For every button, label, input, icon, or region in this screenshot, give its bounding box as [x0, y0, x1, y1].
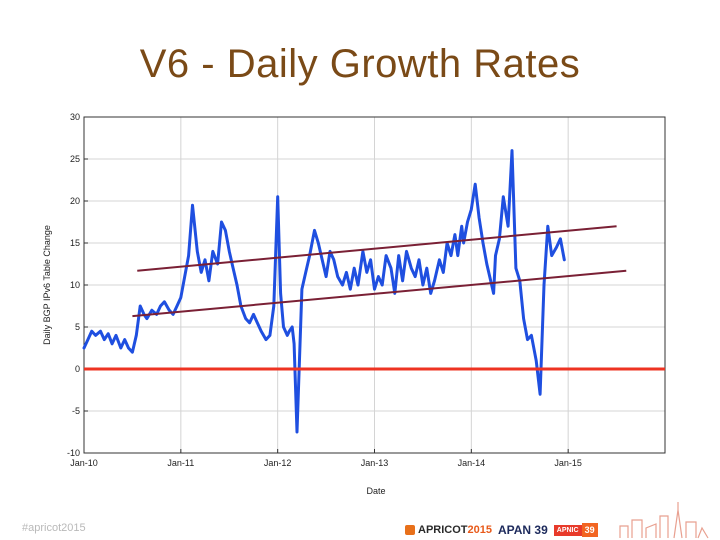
- x-axis-label: Date: [366, 486, 385, 496]
- y-axis-label: Daily BGP IPv6 Table Change: [42, 225, 52, 345]
- series-layer: [82, 149, 566, 434]
- y-tick-label: 0: [75, 364, 80, 374]
- y-tick-label: -5: [72, 406, 80, 416]
- apnic-logo: APNIC 39: [553, 523, 598, 537]
- x-tick-label: Jan-12: [264, 458, 292, 468]
- trend-lower-line: [132, 269, 627, 318]
- x-tick-label: Jan-11: [167, 458, 194, 468]
- slide-title: V6 - Daily Growth Rates: [139, 42, 581, 86]
- footer-hashtag: #apricot2015: [22, 522, 86, 534]
- apan-logo: APAN 39: [497, 523, 548, 537]
- apnic-logo-label: APNIC: [553, 524, 582, 536]
- x-tick-label: Jan-14: [458, 458, 486, 468]
- x-axis-ticks: Jan-10 Jan-11 Jan-12 Jan-13 Jan-14 Jan-15: [70, 449, 582, 468]
- y-tick-label: 5: [75, 322, 80, 332]
- y-tick-label: 30: [70, 112, 80, 122]
- y-tick-label: 10: [70, 280, 80, 290]
- y-tick-label: 20: [70, 196, 80, 206]
- reference-lines: [84, 225, 665, 371]
- series-line-daily-change: [82, 149, 566, 434]
- x-tick-label: Jan-13: [361, 458, 389, 468]
- apricot-logo-year: 2015: [467, 524, 492, 536]
- apnic-logo-number: 39: [581, 523, 598, 537]
- apricot-logo: APRICOT 2015: [405, 524, 492, 536]
- y-tick-label: -10: [67, 448, 80, 458]
- x-tick-label: Jan-10: [70, 458, 98, 468]
- footer-logos: APRICOT 2015 APAN 39 APNIC 39: [405, 520, 598, 540]
- trend-upper-line: [137, 225, 617, 272]
- apricot-logo-name: APRICOT: [418, 524, 468, 536]
- skyline-decoration-icon: [619, 502, 709, 539]
- x-tick-label: Jan-15: [554, 458, 582, 468]
- y-tick-label: 15: [70, 238, 80, 248]
- y-axis-ticks: 30 25 20 15 10 5 0 -5 -10: [67, 112, 88, 458]
- y-tick-label: 25: [70, 154, 80, 164]
- apricot-mark-icon: [405, 525, 415, 535]
